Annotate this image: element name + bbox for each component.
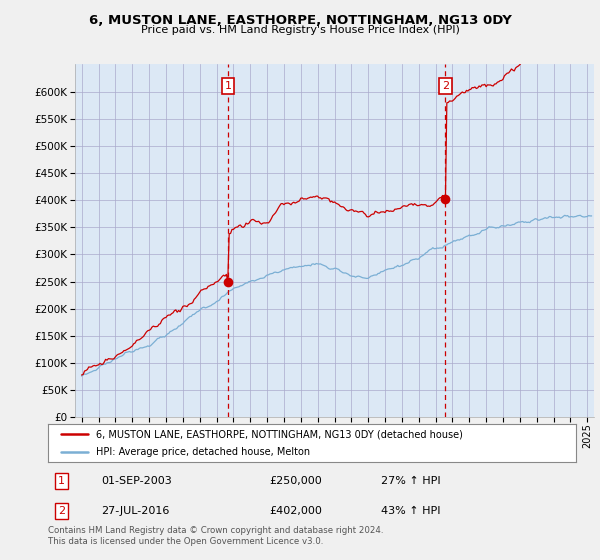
Text: Contains HM Land Registry data © Crown copyright and database right 2024.
This d: Contains HM Land Registry data © Crown c… [48,526,383,546]
Text: 01-SEP-2003: 01-SEP-2003 [101,476,172,486]
Text: £402,000: £402,000 [270,506,323,516]
Text: 6, MUSTON LANE, EASTHORPE, NOTTINGHAM, NG13 0DY (detached house): 6, MUSTON LANE, EASTHORPE, NOTTINGHAM, N… [95,429,463,439]
Text: 6, MUSTON LANE, EASTHORPE, NOTTINGHAM, NG13 0DY: 6, MUSTON LANE, EASTHORPE, NOTTINGHAM, N… [89,14,511,27]
Text: Price paid vs. HM Land Registry's House Price Index (HPI): Price paid vs. HM Land Registry's House … [140,25,460,35]
Text: 27% ↑ HPI: 27% ↑ HPI [380,476,440,486]
Text: 2: 2 [58,506,65,516]
Text: 1: 1 [58,476,65,486]
Text: £250,000: £250,000 [270,476,323,486]
Text: 27-JUL-2016: 27-JUL-2016 [101,506,169,516]
Text: HPI: Average price, detached house, Melton: HPI: Average price, detached house, Melt… [95,447,310,457]
Text: 43% ↑ HPI: 43% ↑ HPI [380,506,440,516]
Text: 2: 2 [442,81,449,91]
Text: 1: 1 [224,81,232,91]
